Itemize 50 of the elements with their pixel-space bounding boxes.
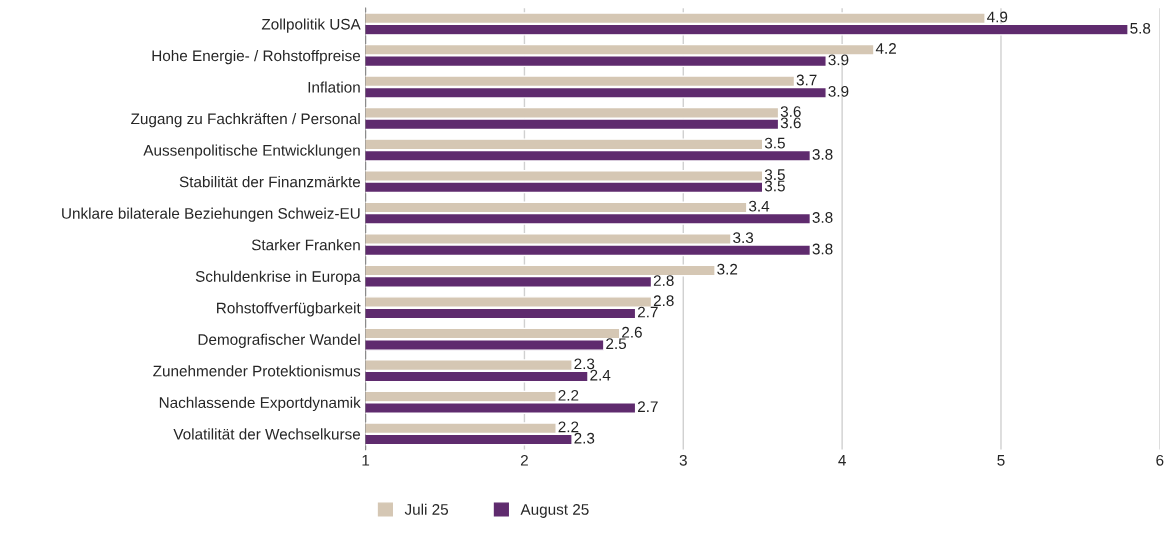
data-label: 2.8 (653, 275, 674, 286)
data-label: 2.2 (558, 389, 579, 401)
y-tick-label: Inflation (308, 81, 360, 93)
data-label: 3.5 (764, 169, 785, 181)
x-tick-label: 2 (520, 454, 528, 466)
data-label: 3.5 (764, 180, 785, 192)
y-tick-label: Aussenpolitische Entwicklungen (143, 144, 360, 159)
data-label: 3.7 (796, 74, 817, 86)
data-label: 3.9 (828, 85, 849, 97)
data-label: 2.2 (558, 421, 579, 433)
y-tick-label: Stabilität der Finanzmärkte (179, 176, 361, 188)
data-label: 3.6 (780, 117, 801, 129)
y-tick-label: Unklare bilaterale Beziehungen Schweiz-EU (62, 207, 360, 222)
y-tick-label: Nachlassende Exportdynamik (159, 396, 361, 412)
data-label: 3.8 (812, 243, 833, 255)
data-label: 2.4 (590, 369, 611, 381)
y-tick-label: Starker Franken (251, 239, 360, 251)
legend-label: Juli 25 (404, 503, 449, 515)
y-tick-label: Zugang zu Fachkräften / Personal (131, 113, 360, 128)
data-label: 3.6 (780, 106, 801, 117)
data-label: 2.5 (606, 338, 627, 350)
data-label: 3.4 (748, 200, 770, 212)
data-label: 4.2 (875, 43, 896, 54)
y-tick-label: Zollpolitik USA (261, 18, 361, 33)
x-tick-label: 5 (997, 455, 1005, 466)
data-label: 3.8 (812, 149, 833, 160)
x-tick-label: 6 (1156, 454, 1164, 466)
data-label: 3.8 (812, 212, 833, 223)
y-tick-label: Volatilität der Wechselkurse (173, 428, 361, 440)
legend-label: August 25 (520, 504, 589, 518)
y-tick-label: Rohstoffverfügbarkeit (217, 302, 361, 317)
data-label: 2.6 (622, 326, 642, 338)
data-label: 4.9 (987, 11, 1008, 23)
y-tick-label: Schuldenkrise in Europa (195, 270, 361, 285)
data-label: 2.7 (637, 401, 658, 412)
data-label: 3.5 (764, 137, 785, 149)
y-tick-label: Demografischer Wandel (198, 333, 360, 348)
x-tick-label: 3 (679, 454, 687, 466)
data-label: 5.8 (1130, 22, 1151, 34)
y-tick-label: Hohe Energie- / Rohstoffpreise (152, 49, 361, 65)
y-tick-label: Zunehmender Protektionismus (153, 365, 361, 377)
data-label: 3.9 (828, 54, 849, 66)
data-label: 3.3 (733, 232, 754, 244)
data-label: 3.2 (717, 263, 738, 275)
data-label: 2.7 (637, 306, 658, 318)
data-label: 2.8 (653, 295, 674, 307)
data-label: 2.3 (574, 358, 595, 370)
x-tick-label: 1 (362, 455, 370, 466)
data-label: 2.3 (574, 432, 595, 444)
x-tick-label: 4 (838, 455, 846, 466)
